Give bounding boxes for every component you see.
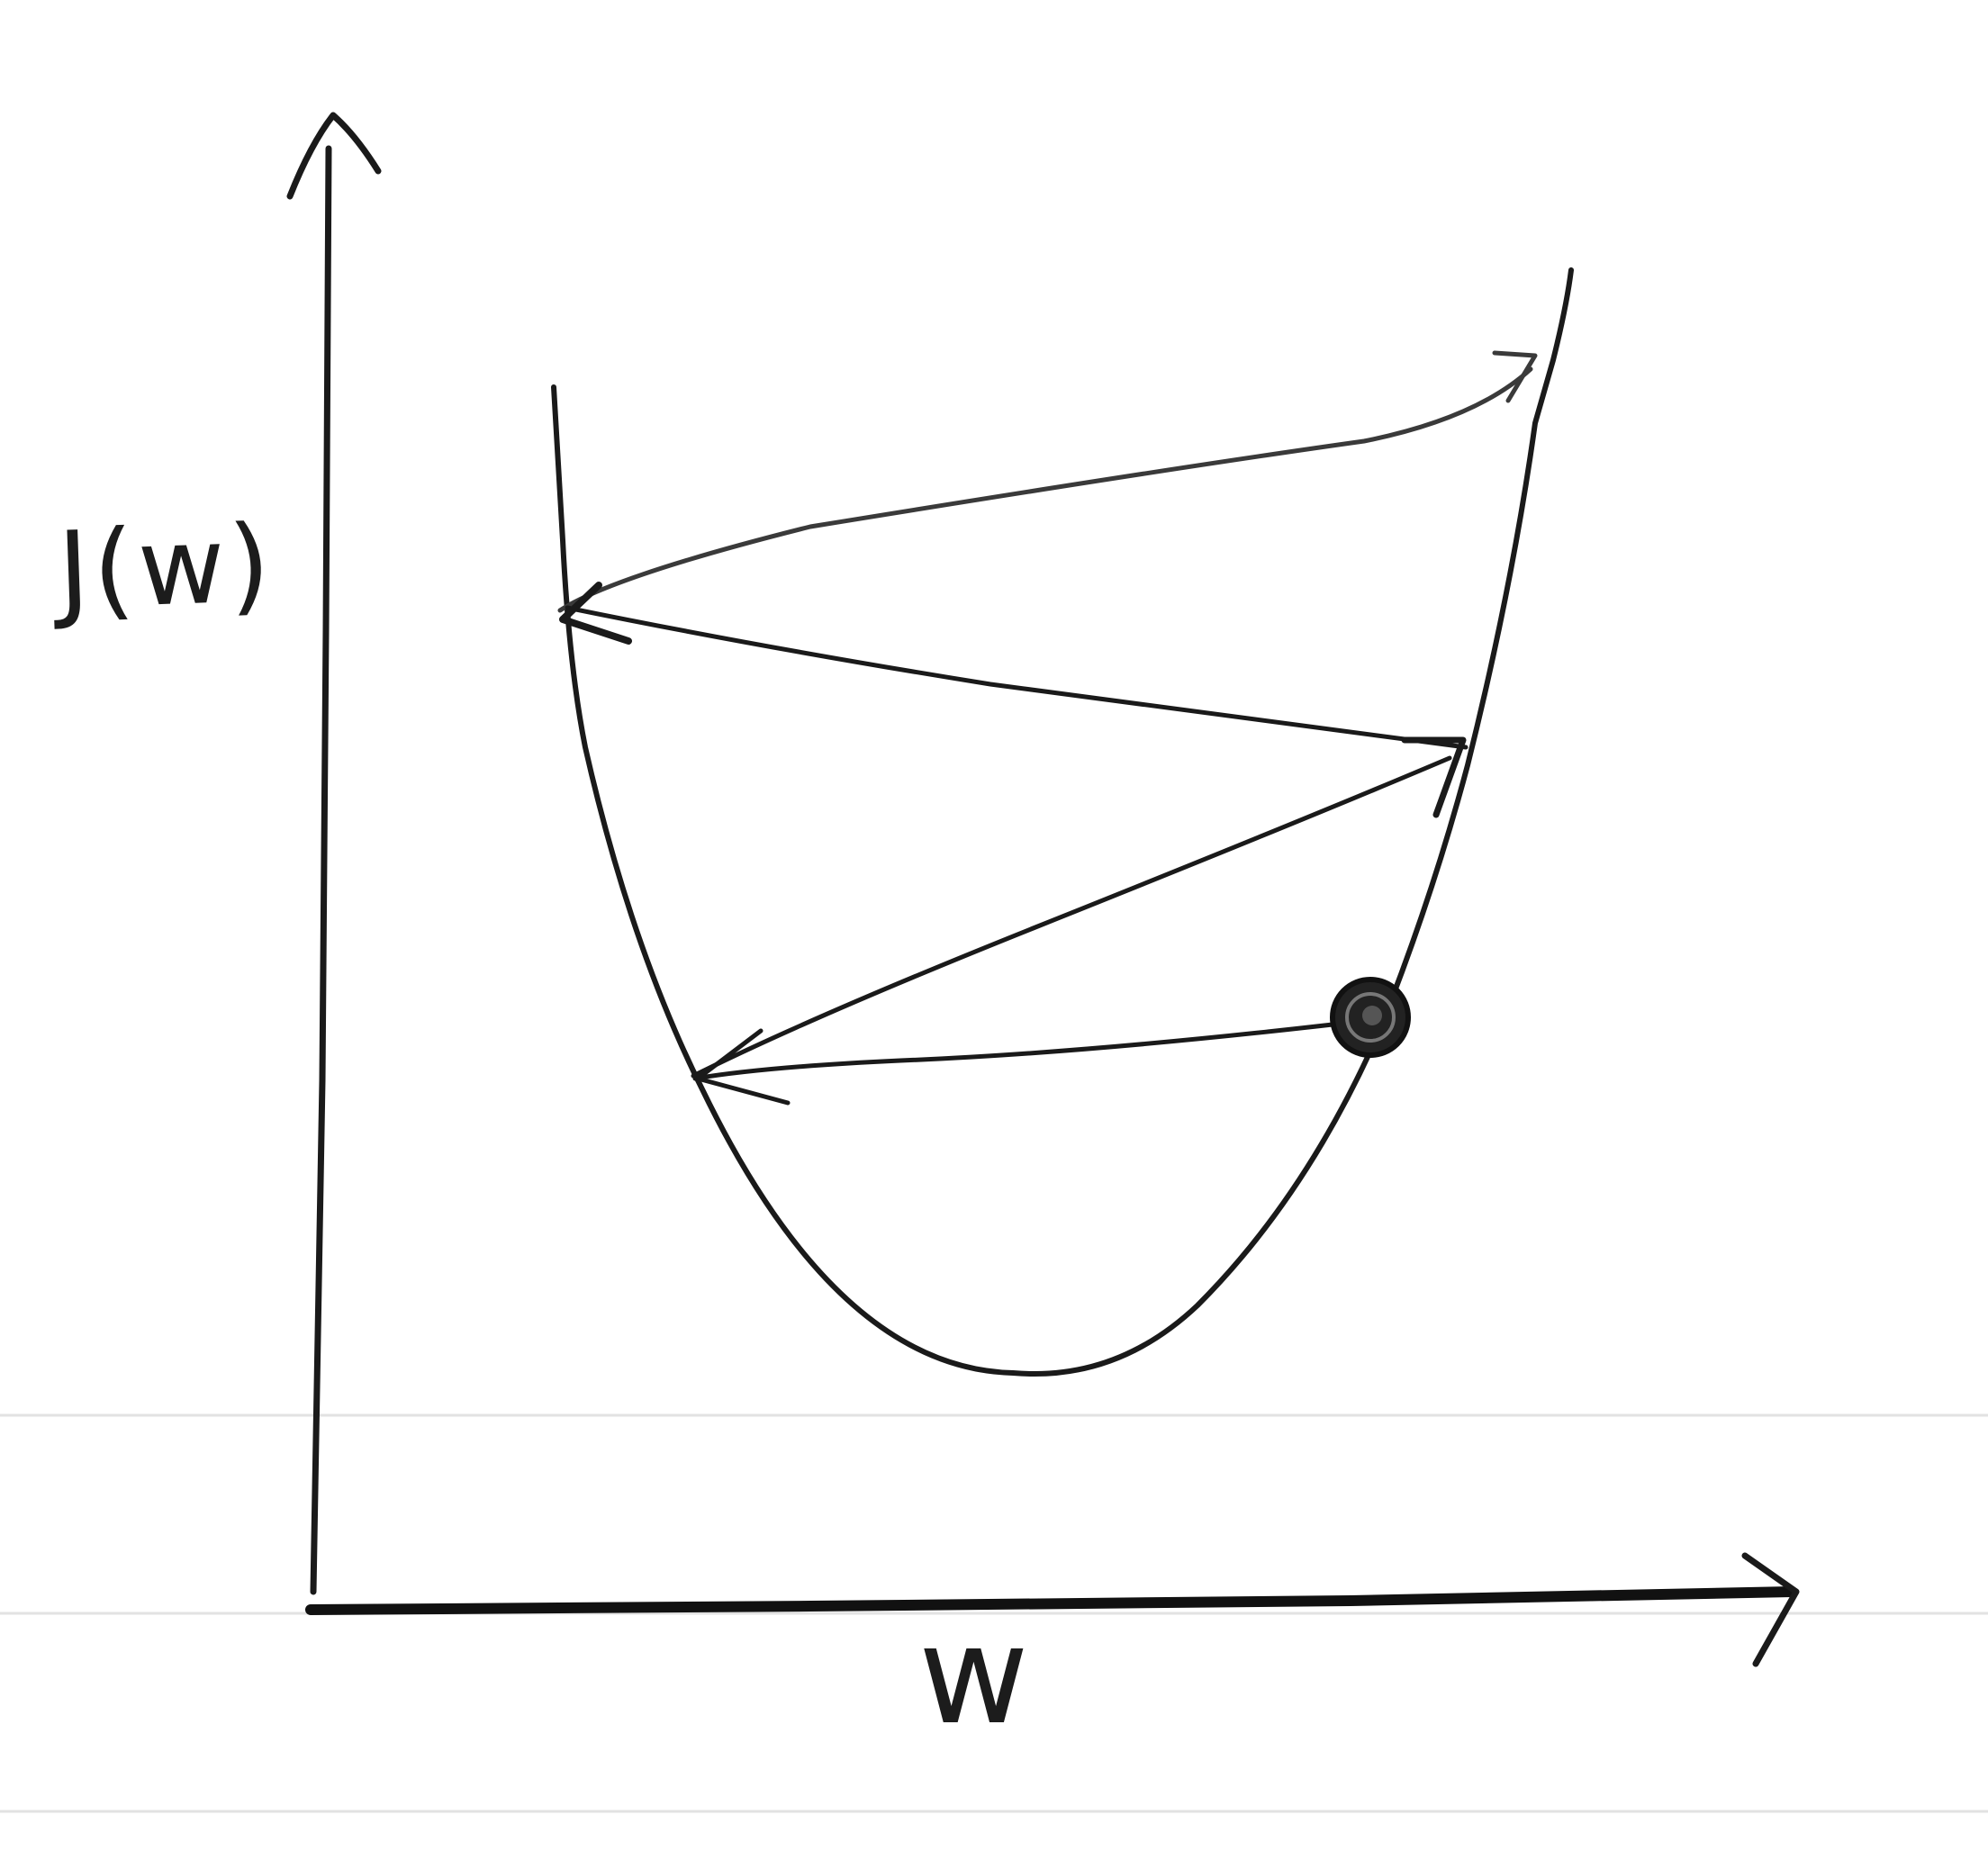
x-axis bbox=[305, 1552, 1800, 1667]
x-axis-label: w bbox=[918, 1598, 1033, 1755]
y-axis-arrowhead bbox=[286, 112, 382, 200]
descent-step-3 bbox=[691, 755, 1452, 1079]
cost-curve bbox=[551, 267, 1574, 1377]
descent-step-3-arrowhead bbox=[1401, 736, 1467, 818]
current-point-inner bbox=[1345, 992, 1396, 1043]
descent-step-2-arrowhead bbox=[559, 582, 632, 645]
x-axis-line bbox=[305, 1586, 1797, 1615]
y-axis-line bbox=[310, 145, 332, 1595]
y-axis bbox=[286, 112, 382, 1595]
y-axis-label: J(w) bbox=[56, 501, 276, 633]
current-point-marker bbox=[1330, 977, 1411, 1058]
x-axis-arrowhead bbox=[1741, 1552, 1800, 1667]
descent-step-1 bbox=[557, 366, 1533, 613]
current-point-center bbox=[1362, 1006, 1382, 1025]
descent-step-4-arrowhead bbox=[695, 1028, 791, 1106]
descent-steps bbox=[557, 350, 1538, 1106]
descent-step-4 bbox=[692, 1022, 1335, 1081]
descent-step-2 bbox=[565, 605, 1468, 750]
descent-step-1-arrowhead bbox=[1492, 350, 1538, 403]
